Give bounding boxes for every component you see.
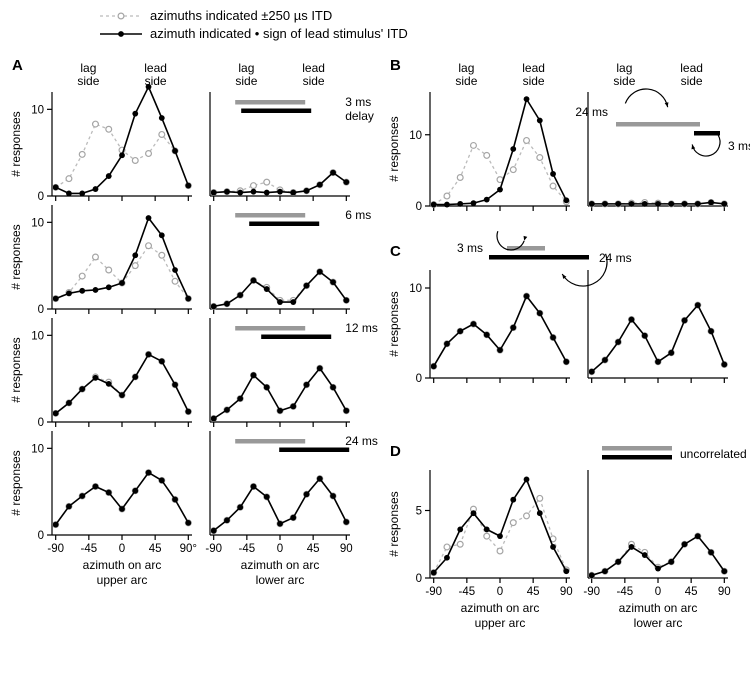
svg-text:lead: lead [680,61,703,75]
svg-text:10: 10 [409,283,422,295]
svg-text:5: 5 [416,506,422,518]
svg-text:side: side [681,74,703,88]
svg-text:-90: -90 [47,543,64,555]
svg-text:10: 10 [31,217,44,229]
svg-text:side: side [235,74,257,88]
svg-text:side: side [303,74,325,88]
svg-text:# responses: # responses [9,224,23,289]
svg-text:lag: lag [616,61,632,75]
svg-text:side: side [455,74,477,88]
svg-text:0: 0 [38,530,44,542]
svg-text:10: 10 [31,330,44,342]
svg-text:lead: lead [522,61,545,75]
svg-text:6 ms: 6 ms [345,208,371,222]
svg-text:lead: lead [144,61,167,75]
svg-text:12 ms: 12 ms [345,321,378,335]
svg-text:-45: -45 [617,586,634,598]
svg-text:lower arc: lower arc [256,573,305,587]
svg-text:# responses: # responses [387,116,401,181]
svg-text:delay: delay [345,109,374,123]
svg-text:-45: -45 [81,543,98,555]
svg-text:azimuth on arc: azimuth on arc [461,601,540,615]
svg-text:side: side [523,74,545,88]
svg-text:0: 0 [38,191,44,203]
svg-text:3 ms: 3 ms [728,139,750,153]
svg-text:45: 45 [527,586,540,598]
svg-text:24 ms: 24 ms [575,105,608,119]
svg-text:azimuth on arc: azimuth on arc [83,558,162,572]
svg-text:45: 45 [307,543,320,555]
svg-text:0: 0 [497,586,503,598]
svg-text:0: 0 [38,417,44,429]
svg-text:# responses: # responses [9,337,23,402]
svg-text:0: 0 [38,304,44,316]
svg-text:D: D [390,443,401,460]
svg-text:lead: lead [302,61,325,75]
svg-text:3 ms: 3 ms [457,241,483,255]
svg-text:0: 0 [416,373,422,385]
svg-text:-45: -45 [239,543,256,555]
svg-text:0: 0 [119,543,125,555]
svg-text:# responses: # responses [9,450,23,515]
svg-text:side: side [77,74,99,88]
svg-text:# responses: # responses [9,111,23,176]
svg-text:10: 10 [31,104,44,116]
svg-text:90: 90 [718,586,731,598]
svg-text:24 ms: 24 ms [599,251,632,265]
svg-text:45: 45 [149,543,162,555]
svg-text:azimuth on arc: azimuth on arc [241,558,320,572]
svg-text:0: 0 [277,543,283,555]
svg-text:0: 0 [416,201,422,213]
figure-root: azimuths indicated ±250 µs ITD azimuth in… [0,0,750,678]
svg-text:C: C [390,243,401,260]
svg-text:A: A [12,57,23,74]
svg-text:-45: -45 [459,586,476,598]
svg-text:45: 45 [685,586,698,598]
svg-text:# responses: # responses [387,291,401,356]
svg-text:90°: 90° [180,543,197,555]
svg-text:0: 0 [655,586,661,598]
svg-text:0: 0 [416,573,422,585]
svg-text:3 ms: 3 ms [345,95,371,109]
svg-text:B: B [390,57,401,74]
svg-text:lag: lag [80,61,96,75]
svg-text:azimuth indicated • sign of le: azimuth indicated • sign of lead stimulu… [150,26,408,41]
svg-text:10: 10 [409,130,422,142]
svg-text:uncorrelated: uncorrelated [680,447,747,461]
svg-text:-90: -90 [205,543,222,555]
svg-text:-90: -90 [425,586,442,598]
svg-text:upper arc: upper arc [475,616,526,630]
svg-text:side: side [613,74,635,88]
svg-text:10: 10 [31,443,44,455]
svg-text:azimuths indicated ±250 µs ITD: azimuths indicated ±250 µs ITD [150,8,332,23]
svg-text:90: 90 [340,543,353,555]
svg-text:lag: lag [238,61,254,75]
svg-text:lag: lag [458,61,474,75]
svg-text:lower arc: lower arc [634,616,683,630]
svg-text:-90: -90 [583,586,600,598]
svg-text:90: 90 [560,586,573,598]
svg-text:# responses: # responses [387,491,401,556]
svg-text:upper arc: upper arc [97,573,148,587]
svg-text:azimuth on arc: azimuth on arc [619,601,698,615]
svg-text:24 ms: 24 ms [345,434,378,448]
